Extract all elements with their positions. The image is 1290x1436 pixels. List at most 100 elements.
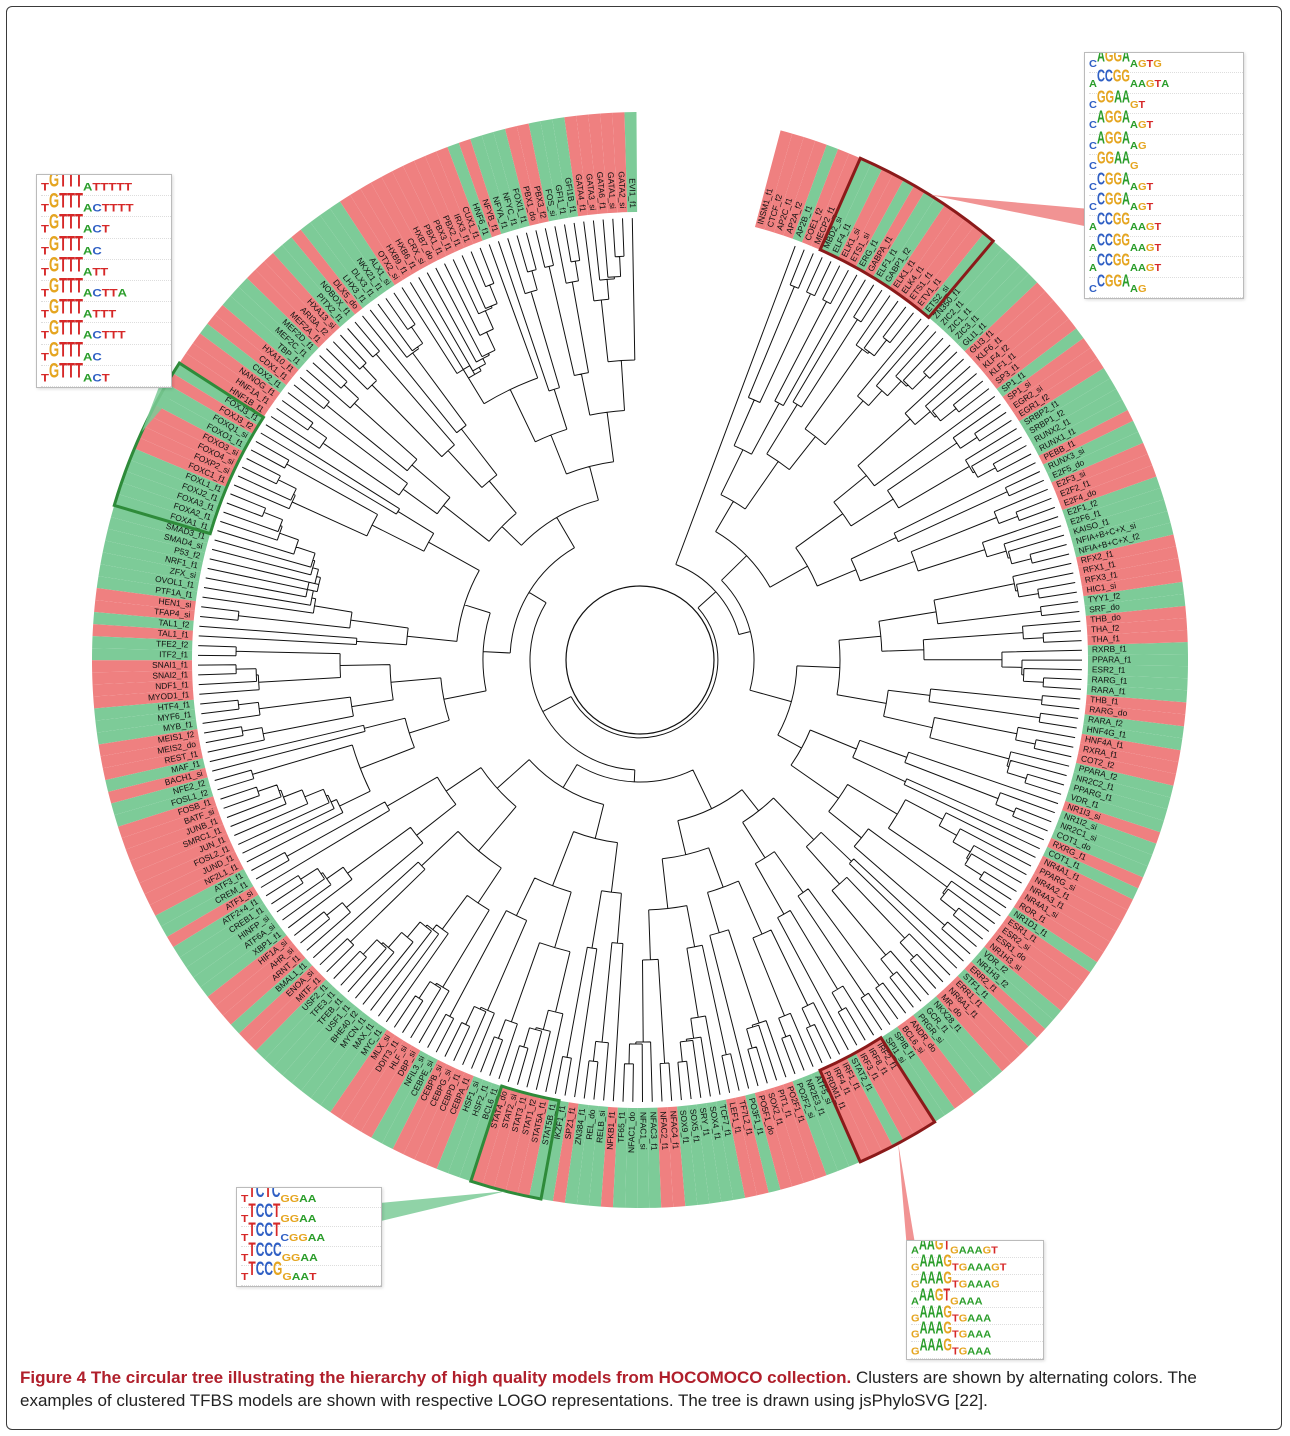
logo-letter: G bbox=[934, 1285, 944, 1305]
ring-segment bbox=[971, 291, 1054, 366]
logo-letter: T bbox=[67, 209, 75, 234]
ring-segment bbox=[392, 165, 447, 261]
ring-segment bbox=[881, 198, 945, 288]
leaf-label: RARA_f1 bbox=[1091, 684, 1127, 696]
logo-letter: A bbox=[1137, 79, 1146, 90]
ring-segment bbox=[166, 373, 259, 435]
logo-letter: T bbox=[241, 1250, 249, 1264]
logo-letter: T bbox=[59, 188, 68, 213]
logo-letter: T bbox=[309, 1270, 317, 1283]
logo-letter: G bbox=[1145, 222, 1155, 233]
ring-segment bbox=[310, 215, 379, 303]
branch-paths bbox=[197, 218, 1082, 1103]
ets-callout bbox=[929, 194, 1095, 227]
logo-letter: A bbox=[300, 1270, 310, 1283]
ring-segment bbox=[105, 528, 206, 563]
ring-segment bbox=[207, 935, 293, 1007]
logo-letter: T bbox=[92, 307, 101, 321]
leaf-labels: EVI1_f1GATA2_siGATA1_siGATA6_f1GATA3_siG… bbox=[148, 171, 1141, 1153]
ring-segment bbox=[1008, 347, 1098, 414]
ring-segment bbox=[402, 160, 456, 257]
ring-segment bbox=[125, 814, 224, 861]
logo-letter: G bbox=[291, 1250, 301, 1264]
ring-segment bbox=[846, 173, 904, 268]
ring-segment bbox=[1013, 357, 1104, 422]
logo-letter: A bbox=[975, 1262, 984, 1274]
logo-letter: C bbox=[255, 1187, 265, 1202]
logo-letter: T bbox=[264, 1187, 272, 1202]
logo-row: TGTTTACTTA bbox=[41, 273, 171, 303]
ring-segment bbox=[424, 151, 474, 248]
leaf-label: THA_f1 bbox=[1091, 633, 1120, 644]
ring-segment bbox=[107, 517, 208, 553]
logo-letter: T bbox=[1154, 263, 1162, 274]
logo-letter: A bbox=[975, 1347, 984, 1358]
logo-letter: T bbox=[74, 315, 83, 340]
ring-segment bbox=[1076, 534, 1177, 567]
ring-segment bbox=[964, 961, 1046, 1038]
ring-segment bbox=[754, 130, 793, 230]
ring-segment bbox=[552, 1102, 579, 1203]
logo-letter: A bbox=[1129, 140, 1138, 152]
fox-logo-panel: TGTTTATTTTT TGTTTACTTTT TGTTTACT TGTTTAC TGT… bbox=[36, 174, 172, 388]
logo-letter: A bbox=[919, 1268, 928, 1289]
ring-segment bbox=[984, 939, 1069, 1011]
logo-letter: T bbox=[101, 222, 110, 236]
ring-segment bbox=[360, 182, 420, 275]
ring-segment bbox=[1087, 641, 1188, 656]
logo-letter: G bbox=[958, 1330, 968, 1341]
logo-letter: A bbox=[1137, 242, 1146, 254]
logo-letter: A bbox=[935, 1319, 944, 1339]
ring-segment bbox=[1087, 654, 1188, 667]
ring-segment bbox=[971, 954, 1054, 1029]
logo-letter: G bbox=[911, 1279, 920, 1291]
logo-letter: G bbox=[1121, 210, 1130, 230]
logo-row: TTCTCGGAA bbox=[241, 1187, 381, 1208]
logo-letter: T bbox=[74, 230, 83, 255]
logo-letter: A bbox=[82, 180, 93, 194]
ring-segment bbox=[1047, 431, 1144, 483]
logo-letter: G bbox=[982, 1245, 992, 1257]
ring-segment bbox=[459, 1082, 502, 1182]
ring-segment bbox=[155, 394, 249, 452]
ring-segment bbox=[745, 1093, 781, 1193]
ring-segment bbox=[855, 1047, 915, 1141]
leaf-label: RELB_si bbox=[594, 1110, 607, 1143]
ring-segment bbox=[764, 1087, 804, 1187]
logo-letter: A bbox=[1129, 242, 1138, 254]
ring-segment bbox=[864, 1042, 925, 1135]
logo-letter: A bbox=[967, 1347, 976, 1358]
logo-letter: A bbox=[1129, 222, 1138, 233]
logo-letter: T bbox=[1154, 222, 1162, 233]
ring-segment bbox=[889, 204, 955, 294]
ring-segment bbox=[320, 1023, 387, 1113]
ring-segment bbox=[125, 459, 223, 506]
logo-letter: A bbox=[1137, 263, 1146, 274]
ring-segment bbox=[811, 153, 861, 250]
logo-letter: T bbox=[74, 251, 83, 276]
ring-segment bbox=[1073, 762, 1174, 798]
ring-segment bbox=[920, 1002, 994, 1087]
leaf-label: GATA2_si bbox=[616, 171, 627, 208]
logo-letter: T bbox=[100, 264, 109, 279]
leaf-label: NFAC1_si bbox=[638, 1112, 648, 1150]
leaf-label: SRF_do bbox=[1089, 601, 1121, 614]
logo-letter: T bbox=[59, 336, 68, 361]
ring-segment bbox=[493, 128, 530, 229]
leaf-label: TYY1_f2 bbox=[1087, 590, 1121, 604]
ring-segment bbox=[134, 437, 231, 488]
logo-row: TTCCCGGAA bbox=[241, 1238, 381, 1267]
logo-letter: C bbox=[92, 201, 102, 215]
ring-segment bbox=[1024, 881, 1117, 942]
logo-row: CCGGAAGT bbox=[1089, 190, 1243, 217]
ring-segment bbox=[996, 923, 1084, 992]
leaf-label: NFAC1_do bbox=[626, 1112, 637, 1153]
leaf-label: SNAI1_f1 bbox=[152, 659, 188, 669]
ring-segment bbox=[612, 1107, 628, 1208]
ring-segment bbox=[179, 903, 270, 968]
logo-row: ACCGGAAGT bbox=[1089, 251, 1243, 278]
logo-row: ACCGGAAGT bbox=[1089, 231, 1243, 258]
logo-letter: G bbox=[48, 357, 60, 382]
logo-letter: C bbox=[1104, 210, 1113, 230]
logo-letter: G bbox=[958, 1279, 968, 1291]
